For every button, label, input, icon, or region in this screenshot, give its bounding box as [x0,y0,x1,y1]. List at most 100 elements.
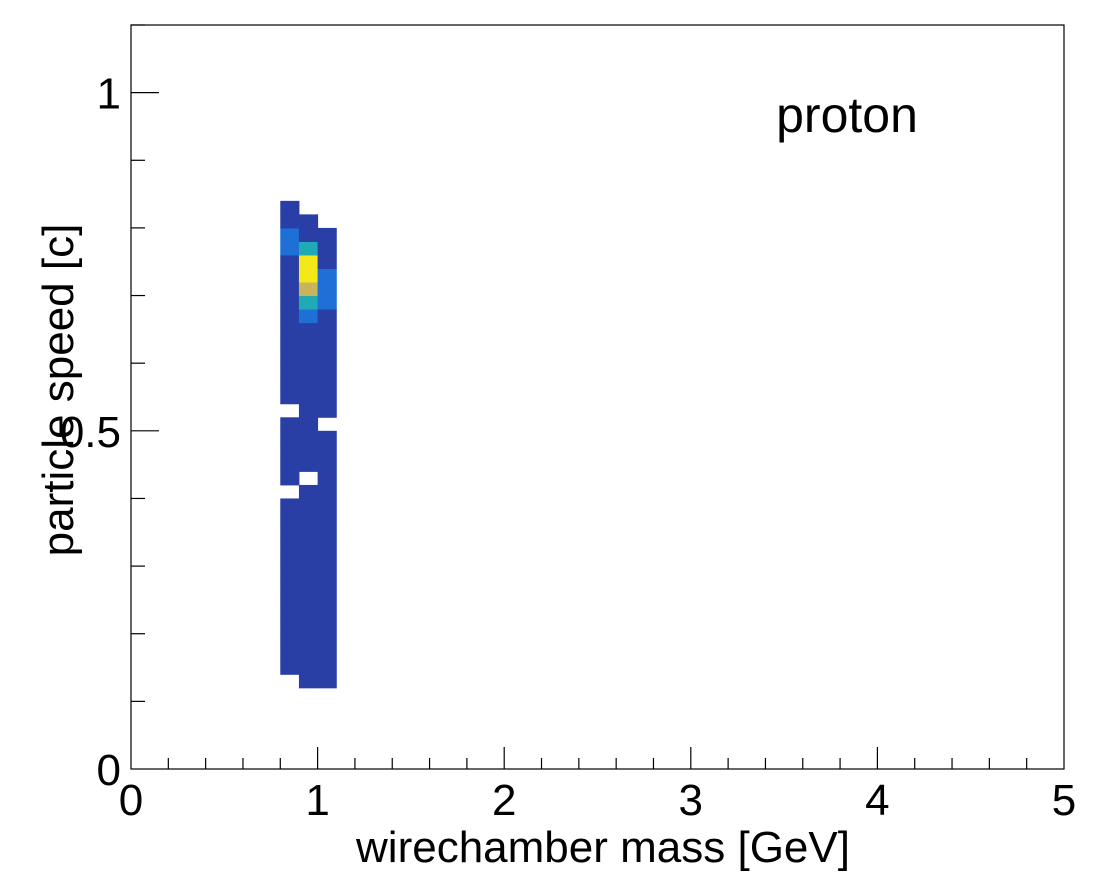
heatmap-bin [280,660,300,675]
heatmap-bin [317,390,337,405]
heatmap-bin [298,457,319,472]
heatmap-bin [298,336,319,351]
heatmap-bin [317,268,337,283]
heatmap-bin [298,390,319,405]
heatmap-bin [280,471,300,486]
plot-frame [130,24,1065,770]
heatmap-bin [317,363,337,378]
heatmap-bin [280,552,300,567]
heatmap-bin [317,647,337,662]
y-tick-label: 0.5 [60,408,121,457]
heatmap-bin [317,322,337,337]
heatmap-bin [298,593,319,608]
y-tick-label: 1 [97,70,121,119]
heatmap-bin [280,647,300,662]
heatmap-bin [298,579,319,594]
heatmap-bin [280,349,300,364]
heatmap-bin [280,268,300,283]
annotation-label: proton [776,87,918,143]
heatmap-bin [317,349,337,364]
x-tick-label: 3 [679,776,703,825]
axis-ticks: 0 1 2 3 4 5 0 0.5 1 [60,24,1076,825]
heatmap-bin [280,498,300,513]
heatmap-bin [280,444,300,459]
heatmap-bin [317,403,337,418]
heatmap-bin [280,539,300,554]
heatmap-bin [317,430,337,445]
heatmap-bin [298,363,319,378]
x-axis-title: wirechamber mass [GeV] [355,823,850,872]
heatmap-bin [280,633,300,648]
heatmap-bin [317,593,337,608]
heatmap-bin [280,200,300,215]
heatmap-bin [317,444,337,459]
heatmap-bin [280,336,300,351]
heatmap-bin [298,660,319,675]
heatmap-bin [298,254,319,269]
heatmap-bin [280,363,300,378]
heatmap-bin [317,336,337,351]
heatmap-bin [317,376,337,391]
heatmap-bin [298,376,319,391]
heatmap-bin [280,417,300,432]
heatmap-bin [298,241,319,256]
heatmap-bin [298,647,319,662]
heatmap-bin [298,349,319,364]
heatmap-bin [280,457,300,472]
heatmap-bin [317,566,337,581]
heatmap-bin [298,633,319,648]
heatmap-bin [298,322,319,337]
x-tick-label: 5 [1052,776,1076,825]
heatmap-bin [317,254,337,269]
heatmap-bin [298,674,319,689]
heatmap-bin [317,484,337,499]
heatmap-bin [298,511,319,527]
heatmap-bin [280,214,300,229]
heatmap-bin [280,241,300,256]
heatmap-bin [298,566,319,581]
x-tick-label: 0 [119,776,143,825]
y-tick-label: 0 [97,746,121,795]
heatmap-bin [317,227,337,242]
heatmap-bin [317,633,337,648]
heatmap-bin [317,282,337,297]
heatmap-bin [298,309,319,324]
heatmap-bin [317,498,337,513]
heatmap-bin [280,309,300,324]
heatmap-bin [280,282,300,297]
heatmap-bin [280,322,300,337]
heatmap-bin [298,484,319,499]
heatmap-bin [317,511,337,527]
heatmap-bin [298,295,319,310]
heatmap-bins [280,200,337,689]
heatmap-bin [298,282,319,297]
x-tick-label: 1 [305,776,329,825]
x-tick-label: 4 [865,776,889,825]
heatmap-bin [280,606,300,621]
heatmap-bin [317,457,337,472]
heatmap-bin [280,566,300,581]
heatmap-bin [298,539,319,554]
heatmap-bin [280,227,300,242]
heatmap-bin [317,295,337,310]
heatmap-bin [280,525,300,540]
heatmap-bin [317,620,337,635]
heatmap-bin [298,444,319,459]
heatmap-bin [317,579,337,594]
y-axis-title: particle speed [c] [34,224,83,557]
heatmap-bin [298,430,319,445]
heatmap-bin [280,579,300,594]
heatmap-bin [298,498,319,513]
heatmap-bin [280,376,300,391]
x-tick-label: 2 [492,776,516,825]
heatmap-bin [298,606,319,621]
heatmap-bin [280,593,300,608]
heatmap-bin [317,674,337,689]
heatmap-bin [317,660,337,675]
heatmap-bin [298,214,319,229]
heatmap-bin [317,471,337,486]
heatmap-bin [280,620,300,635]
heatmap-bin [280,511,300,527]
heatmap-bin [317,241,337,256]
